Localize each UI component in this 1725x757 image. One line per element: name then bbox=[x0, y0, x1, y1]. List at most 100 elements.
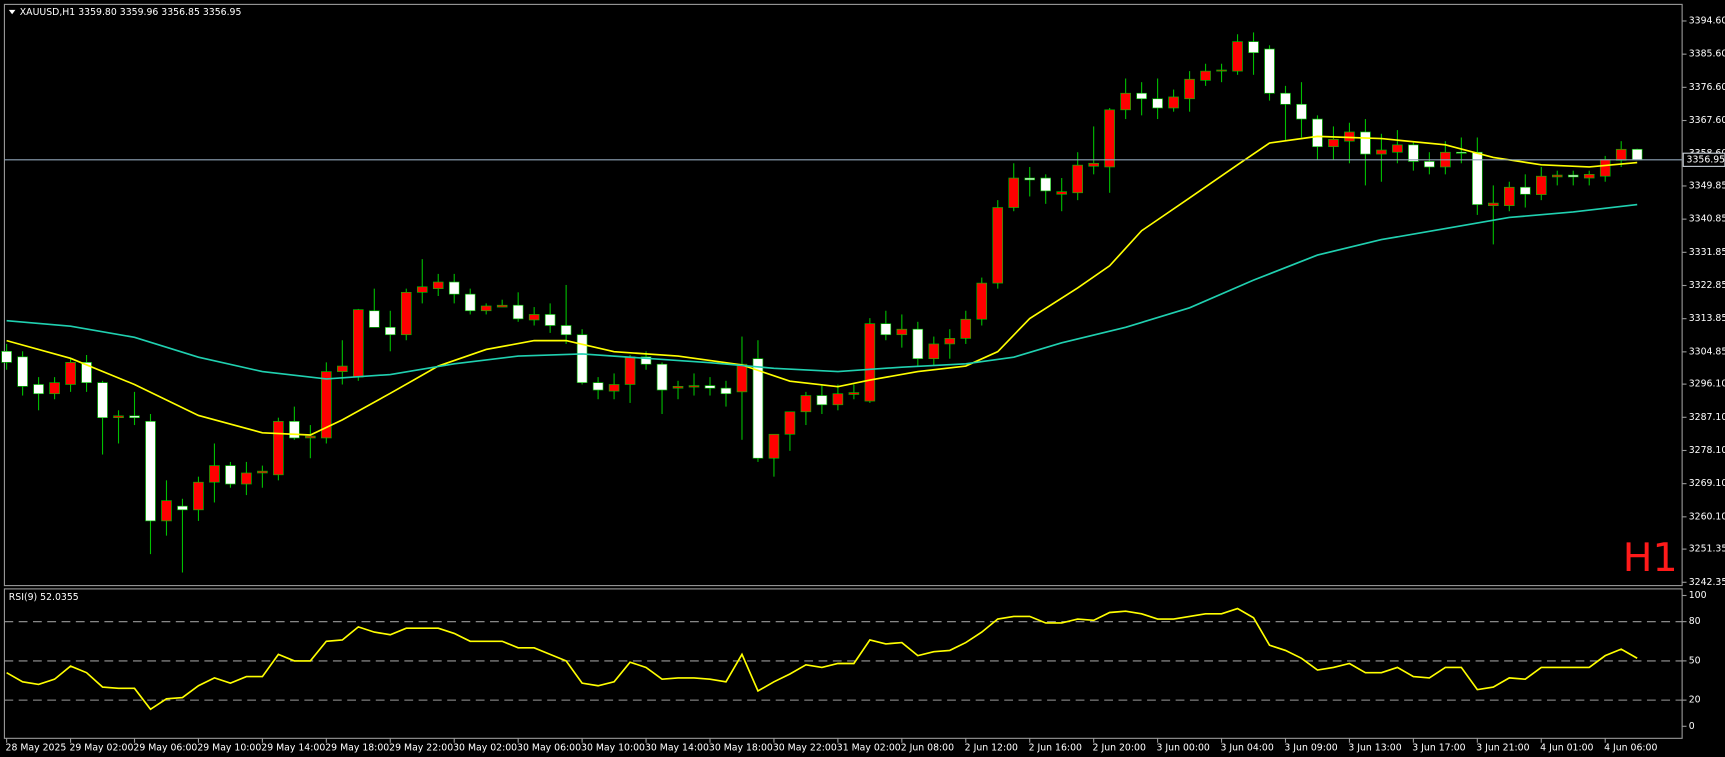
candle-body bbox=[640, 356, 652, 365]
symbol: XAUUSD,H1 bbox=[20, 7, 76, 18]
y-tick-label: 3349.85 bbox=[1689, 180, 1725, 191]
main-pane-frame bbox=[3, 3, 1683, 587]
candle-body bbox=[432, 281, 444, 289]
candle-body bbox=[480, 305, 492, 312]
x-tick-label: 3 Jun 17:00 bbox=[1412, 743, 1465, 754]
y-tick-label: 20 bbox=[1689, 695, 1701, 706]
x-tick-label: 30 May 14:00 bbox=[645, 743, 709, 754]
candle-body bbox=[385, 327, 396, 336]
candle-body bbox=[1056, 191, 1067, 195]
candle-body bbox=[1040, 177, 1051, 192]
candle-body bbox=[273, 421, 284, 476]
x-tick-label: 29 May 22:00 bbox=[389, 743, 453, 754]
x-tick-label: 30 May 02:00 bbox=[453, 743, 517, 754]
candle-body bbox=[880, 323, 892, 336]
candle-body bbox=[17, 356, 28, 387]
candle-body bbox=[1360, 131, 1371, 155]
candle-body bbox=[688, 385, 700, 388]
candle-body bbox=[496, 304, 508, 308]
candle-body bbox=[369, 310, 380, 328]
y-tick-label: 3394.60 bbox=[1689, 15, 1725, 26]
candle-body bbox=[161, 500, 172, 522]
candle-body bbox=[944, 338, 956, 345]
candle-body bbox=[704, 385, 716, 389]
y-tick-label: 3260.10 bbox=[1689, 511, 1725, 522]
moving-average bbox=[6, 203, 1638, 380]
candle-body bbox=[800, 395, 812, 413]
candle-body bbox=[1184, 78, 1195, 100]
x-tick-label: 29 May 06:00 bbox=[133, 743, 197, 754]
candle-body bbox=[1328, 138, 1339, 148]
candle-body bbox=[65, 362, 76, 385]
candle-body bbox=[289, 421, 300, 439]
candle-body bbox=[848, 392, 860, 395]
x-tick-label: 31 May 02:00 bbox=[837, 743, 901, 754]
y-tick-label: 50 bbox=[1689, 655, 1701, 666]
y-tick-label: 3322.85 bbox=[1689, 280, 1725, 291]
y-tick-label: 3296.10 bbox=[1689, 379, 1725, 390]
candle-body bbox=[672, 386, 684, 389]
candle-body bbox=[976, 282, 988, 320]
candle-body bbox=[608, 384, 620, 392]
y-tick-label: 100 bbox=[1689, 590, 1707, 601]
candle-body bbox=[1583, 174, 1595, 179]
candle-body bbox=[512, 304, 524, 320]
candle-body bbox=[353, 309, 364, 378]
candle-body bbox=[528, 314, 540, 321]
y-tick-label: 3242.35 bbox=[1689, 577, 1725, 588]
candle-body bbox=[720, 387, 732, 395]
candle-body bbox=[113, 415, 124, 419]
x-tick-label: 2 Jun 20:00 bbox=[1093, 743, 1146, 754]
candle-body bbox=[752, 358, 764, 459]
candle-body bbox=[1088, 162, 1099, 167]
candle-body bbox=[624, 356, 636, 385]
candle-body bbox=[49, 382, 60, 395]
y-tick-label: 3385.60 bbox=[1689, 49, 1725, 60]
candle-body bbox=[1264, 48, 1275, 94]
candle-body bbox=[1631, 148, 1643, 161]
candle-body bbox=[81, 362, 92, 383]
candle-body bbox=[784, 411, 796, 435]
candle-body bbox=[928, 343, 940, 360]
candle-body bbox=[1535, 175, 1547, 195]
candle-body bbox=[241, 472, 252, 485]
candle-body bbox=[177, 505, 188, 511]
candle-body bbox=[656, 363, 668, 391]
candle-body bbox=[768, 433, 780, 459]
x-tick-label: 2 Jun 16:00 bbox=[1029, 743, 1082, 754]
x-tick-label: 2 Jun 08:00 bbox=[901, 743, 954, 754]
candle-body bbox=[832, 393, 844, 406]
candle-body bbox=[1424, 161, 1435, 168]
candle-body bbox=[1152, 98, 1163, 109]
y-tick-label: 80 bbox=[1689, 616, 1701, 627]
candle-body bbox=[1472, 151, 1483, 205]
x-tick-label: 30 May 10:00 bbox=[581, 743, 645, 754]
candle-body bbox=[1312, 118, 1323, 148]
candle-body bbox=[1488, 202, 1499, 207]
close-value: 3356.95 bbox=[203, 7, 242, 18]
candle-body bbox=[1551, 174, 1563, 178]
last-price-label: 3356.95 bbox=[1687, 154, 1725, 165]
rsi-line bbox=[6, 607, 1638, 711]
candle-body bbox=[1104, 109, 1115, 168]
candle-body bbox=[1599, 159, 1611, 177]
x-tick-label: 29 May 14:00 bbox=[261, 743, 325, 754]
candle-body bbox=[97, 382, 108, 419]
candle-body bbox=[321, 371, 332, 439]
rsi-header: RSI(9) 52.0355 bbox=[9, 592, 79, 603]
low-value: 3356.85 bbox=[161, 7, 200, 18]
x-tick-label: 29 May 02:00 bbox=[69, 743, 133, 754]
y-tick-label: 3287.10 bbox=[1689, 412, 1725, 423]
x-tick-label: 3 Jun 09:00 bbox=[1284, 743, 1337, 754]
candle-body bbox=[225, 465, 236, 485]
x-tick-label: 30 May 18:00 bbox=[709, 743, 773, 754]
y-tick-label: 3313.85 bbox=[1689, 313, 1725, 324]
candle-body bbox=[1232, 41, 1243, 72]
candle-body bbox=[1392, 144, 1403, 153]
candle-body bbox=[1072, 164, 1083, 194]
candle-body bbox=[912, 328, 924, 360]
candle-body bbox=[1024, 177, 1035, 181]
